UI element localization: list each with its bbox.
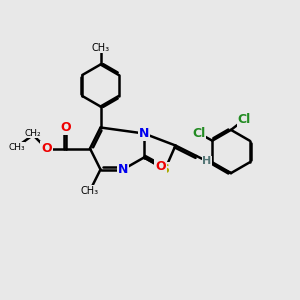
Text: CH₃: CH₃ xyxy=(92,43,110,53)
Text: Cl: Cl xyxy=(238,113,251,126)
Text: O: O xyxy=(155,160,166,173)
Text: CH₃: CH₃ xyxy=(81,185,99,196)
Text: Cl: Cl xyxy=(192,127,206,140)
Text: N: N xyxy=(118,163,128,176)
Text: S: S xyxy=(160,163,169,176)
Text: CH₂: CH₂ xyxy=(25,129,41,138)
Text: N: N xyxy=(139,127,149,140)
Text: CH₃: CH₃ xyxy=(8,142,25,152)
Text: O: O xyxy=(61,121,71,134)
Text: O: O xyxy=(41,142,52,155)
Text: H: H xyxy=(202,156,211,167)
